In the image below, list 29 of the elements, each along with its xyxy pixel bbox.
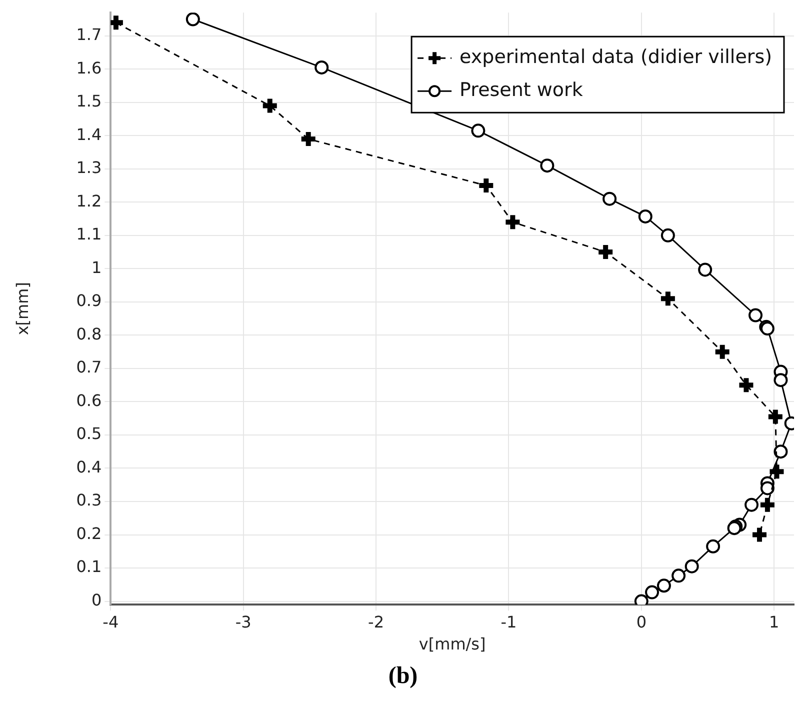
y-tick-label: 0.4 xyxy=(76,457,102,476)
y-tick-label: 0 xyxy=(91,590,102,610)
y-tick-label: 0.3 xyxy=(76,490,102,510)
y-tick-label: 1.4 xyxy=(76,124,102,144)
y-tick-label: 0.7 xyxy=(76,358,102,377)
y-tick-label: 0.5 xyxy=(76,424,102,444)
y-axis-title: x[mm] xyxy=(12,282,32,336)
x-tick-label: 1 xyxy=(769,612,780,632)
x-axis-title: v[mm/s] xyxy=(418,634,486,654)
y-tick-label: 0.8 xyxy=(76,324,102,344)
x-tick-label: -4 xyxy=(102,612,119,632)
y-tick-label: 1.3 xyxy=(76,158,102,178)
legend-label: experimental data (didier villers) xyxy=(460,46,772,68)
y-tick-label: 1.7 xyxy=(76,25,102,44)
y-tick-label: 0.6 xyxy=(76,390,102,410)
y-tick-label: 1 xyxy=(91,258,102,277)
y-tick-label: 0.9 xyxy=(76,291,102,310)
y-tick-label: 0.1 xyxy=(76,557,102,576)
x-tick-label: -3 xyxy=(235,612,252,632)
legend-label: Present work xyxy=(460,79,583,102)
text: (b) xyxy=(387,663,419,690)
y-tick-label: 1.5 xyxy=(76,92,102,111)
x-tick-label: 0 xyxy=(636,612,646,632)
y-tick-label: 1.2 xyxy=(76,191,102,210)
y-tick-label: 1.1 xyxy=(76,224,102,244)
x-tick-label: -2 xyxy=(368,612,384,632)
x-tick-label: -1 xyxy=(500,612,517,632)
y-tick-label: 0.2 xyxy=(76,524,102,543)
y-tick-label: 1.6 xyxy=(76,58,102,78)
